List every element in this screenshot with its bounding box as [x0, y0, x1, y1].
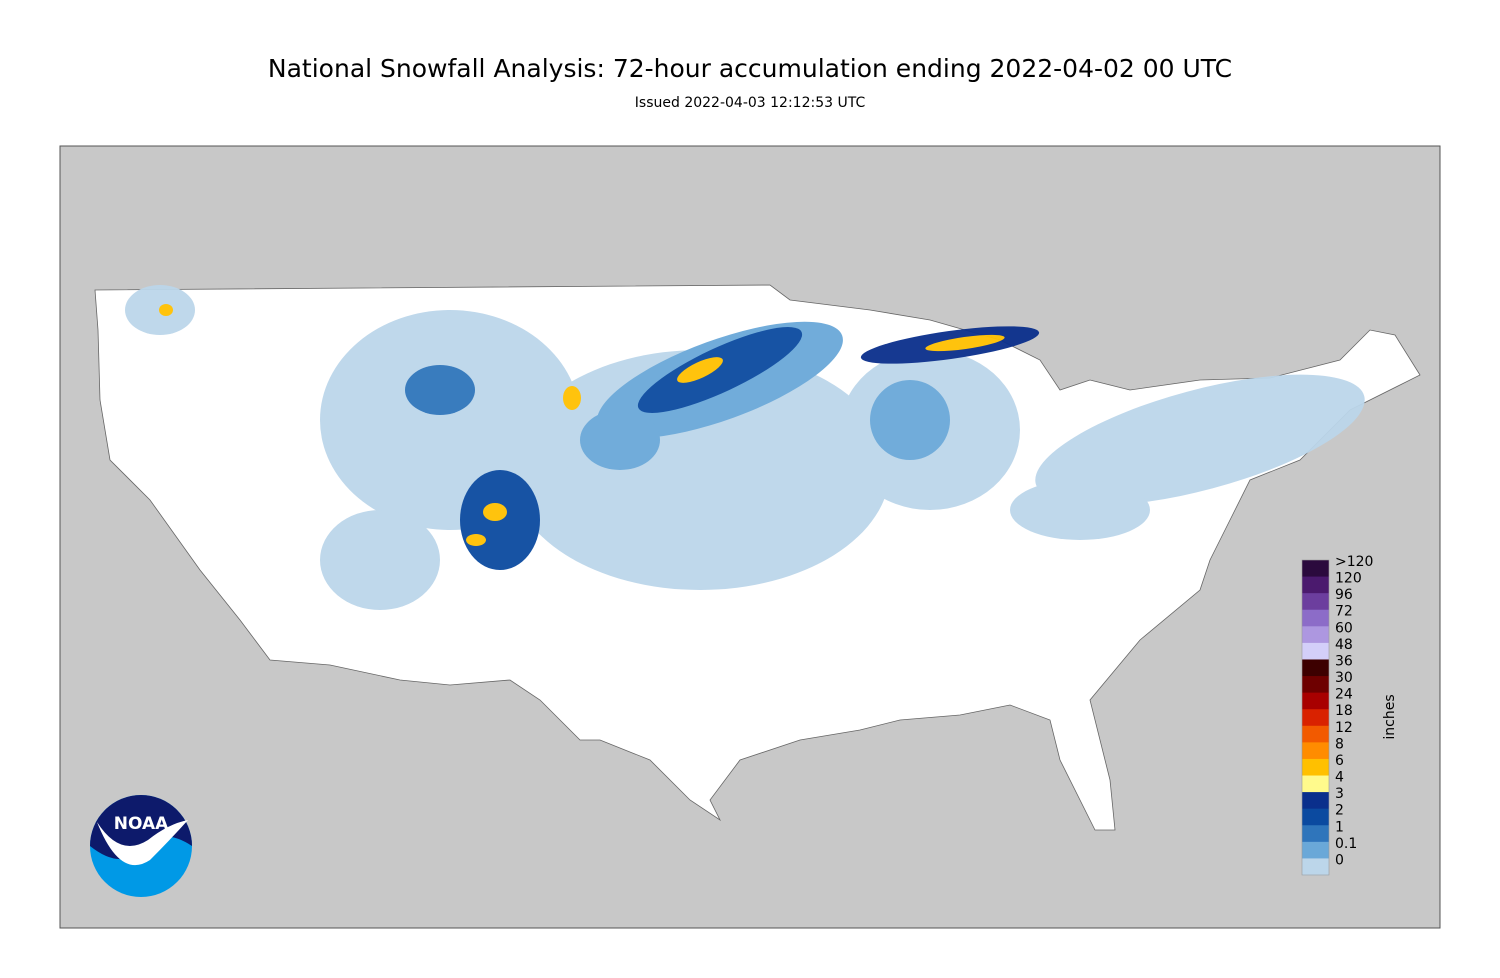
legend-swatch — [1302, 841, 1329, 859]
legend-label: 30 — [1335, 670, 1353, 686]
legend-label: 12 — [1335, 720, 1353, 736]
legend-label: 24 — [1335, 687, 1353, 703]
legend-label: 120 — [1335, 571, 1362, 587]
legend-swatch — [1302, 858, 1329, 876]
legend-label: 0.1 — [1335, 836, 1357, 852]
legend-label: 8 — [1335, 736, 1344, 752]
legend-label: 48 — [1335, 637, 1353, 653]
legend-label: 18 — [1335, 703, 1353, 719]
legend-label: 60 — [1335, 620, 1353, 636]
legend-swatch — [1302, 626, 1329, 644]
legend: inches >1201209672604836302418128643210.… — [1301, 554, 1398, 876]
legend-label: 96 — [1335, 587, 1353, 603]
legend-label: 3 — [1335, 786, 1344, 802]
legend-swatch — [1302, 642, 1329, 660]
legend-swatch — [1302, 692, 1329, 710]
legend-label: 36 — [1335, 653, 1353, 669]
map — [59, 145, 1441, 929]
legend-label: 72 — [1335, 604, 1353, 620]
title: National Snowfall Analysis: 72-hour accu… — [268, 54, 1232, 83]
legend-swatch — [1302, 709, 1329, 727]
legend-swatch — [1302, 808, 1329, 826]
legend-label: 6 — [1335, 753, 1344, 769]
legend-swatch — [1302, 825, 1329, 843]
legend-swatch — [1302, 758, 1329, 777]
legend-swatch — [1302, 560, 1329, 578]
subtitle: Issued 2022-04-03 12:12:53 UTC — [635, 95, 866, 111]
legend-unit: inches — [1382, 694, 1398, 739]
legend-swatch — [1302, 609, 1329, 627]
legend-label: 4 — [1335, 770, 1344, 786]
legend-swatch — [1302, 593, 1329, 611]
legend-swatch — [1302, 792, 1329, 810]
logo-text: NOAA — [114, 814, 169, 834]
legend-label: 0 — [1335, 852, 1344, 868]
legend-frame — [1301, 559, 1330, 876]
snow-areas — [125, 285, 1365, 610]
legend-swatch — [1302, 676, 1329, 694]
legend-swatch — [1302, 659, 1329, 677]
legend-swatch — [1302, 576, 1329, 594]
noaa-logo: NOAA — [90, 795, 192, 897]
legend-label: >120 — [1335, 554, 1373, 570]
legend-label: 1 — [1335, 819, 1344, 835]
legend-swatch — [1302, 742, 1329, 760]
legend-label: 2 — [1335, 803, 1344, 819]
legend-swatch — [1302, 725, 1329, 743]
legend-swatch — [1302, 775, 1329, 793]
